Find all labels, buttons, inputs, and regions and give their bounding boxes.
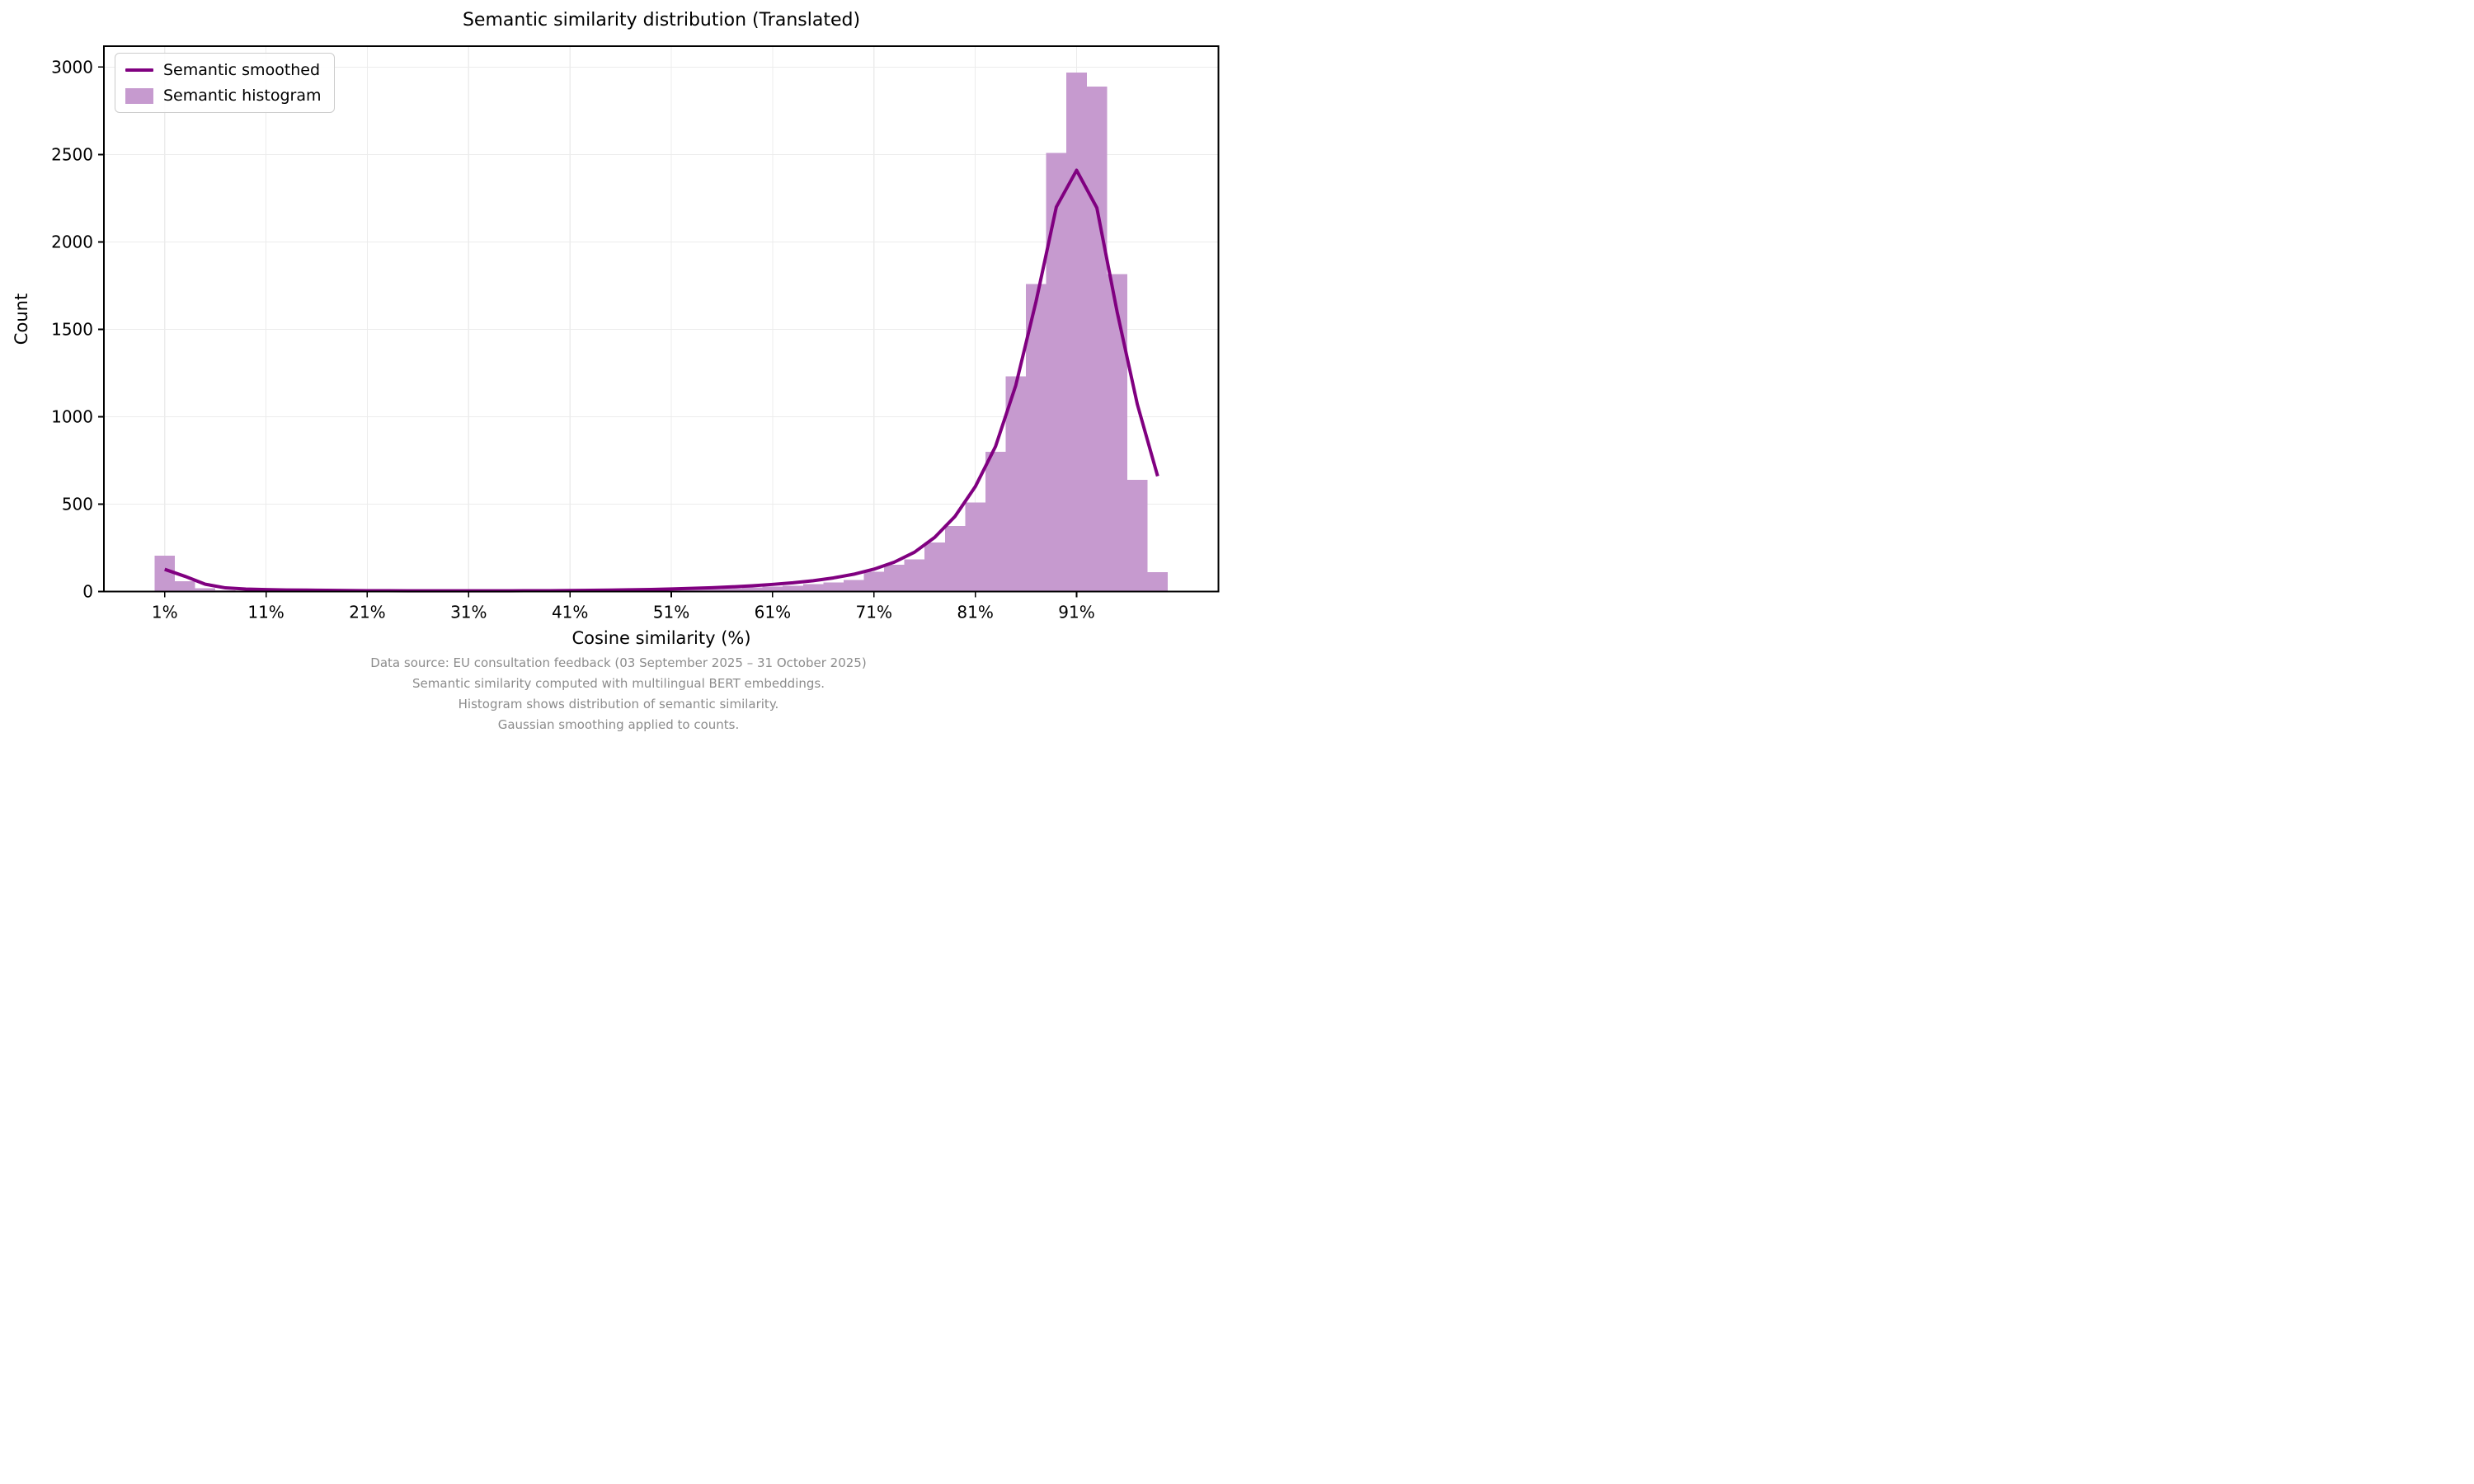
y-tick-label: 500 [62, 494, 93, 514]
y-tick-label: 2500 [51, 144, 93, 164]
histogram-bar [661, 589, 682, 592]
x-tick-label: 61% [755, 603, 791, 622]
legend-item-histogram: Semantic histogram [125, 87, 321, 105]
histogram-bar [884, 565, 905, 592]
figure: 1% 11% 21% 31% 41% 51% 61% 71% 81% 91% 0 500 1000 150… [0, 0, 1237, 742]
histogram-bar [701, 589, 722, 592]
footer-line-1: Data source: EU consultation feedback (0… [370, 655, 867, 670]
histogram-bar [924, 542, 945, 592]
footer-line-3: Histogram shows distribution of semantic… [458, 697, 779, 711]
histogram-bar [904, 559, 925, 592]
x-tick-label: 41% [552, 603, 588, 622]
y-tick-label: 1500 [51, 319, 93, 339]
histogram-bar [154, 556, 176, 592]
x-tick-label: 81% [957, 603, 993, 622]
histogram-bar [1107, 274, 1127, 592]
histogram-bar [944, 525, 966, 592]
histogram-bar [1046, 153, 1067, 592]
footer-line-4: Gaussian smoothing applied to counts. [497, 717, 740, 732]
histogram-bar [742, 587, 763, 592]
x-tick-label: 71% [856, 603, 892, 622]
histogram-bar [1147, 572, 1169, 592]
chart-title: Semantic similarity distribution (Transl… [462, 10, 861, 31]
y-axis-label: Count [12, 293, 31, 345]
histogram-bar [863, 571, 885, 592]
histogram-bar [175, 580, 195, 592]
x-axis: 1% 11% 21% 31% 41% 51% 61% 71% 81% 91% [152, 591, 1095, 622]
patch-swatch [125, 87, 153, 104]
y-axis: 0 500 1000 1500 2000 2500 3000 [51, 57, 104, 602]
histogram-bar [195, 588, 216, 592]
x-axis-label: Cosine similarity (%) [571, 628, 751, 648]
histogram-bar [681, 589, 702, 592]
y-tick-label: 1000 [51, 406, 93, 426]
legend-label-smoothed: Semantic smoothed [163, 61, 321, 79]
footer-notes: Data source: EU consultation feedback (0… [0, 653, 1237, 735]
histogram-bar [1005, 376, 1027, 592]
histogram-bar [783, 585, 803, 592]
line-swatch [125, 68, 153, 72]
x-tick-label: 51% [653, 603, 689, 622]
y-tick-label: 2000 [51, 232, 93, 251]
histogram-bar [762, 586, 783, 592]
histogram-bar [722, 588, 743, 592]
histogram-bar [843, 580, 864, 592]
histogram-bar [1066, 72, 1087, 592]
histogram-bar [965, 502, 985, 592]
histogram-bar [823, 582, 844, 592]
chart-canvas: 1% 11% 21% 31% 41% 51% 61% 71% 81% 91% 0 500 1000 150… [51, 45, 1220, 622]
x-tick-label: 31% [450, 603, 487, 622]
smoothed-line [164, 168, 1159, 593]
x-tick-label: 91% [1058, 603, 1094, 622]
y-tick-label: 3000 [51, 57, 93, 77]
y-tick-label: 0 [82, 582, 93, 602]
x-tick-label: 11% [247, 603, 284, 622]
plot-border [103, 45, 1220, 593]
legend-item-smoothed: Semantic smoothed [125, 61, 321, 79]
legend: Semantic smoothed Semantic histogram [115, 53, 336, 113]
footer-line-2: Semantic similarity computed with multil… [412, 676, 825, 691]
x-tick-label: 1% [152, 603, 178, 622]
histogram-bar [802, 584, 824, 592]
histogram-bar [1126, 479, 1148, 592]
histogram-bar [1086, 86, 1108, 592]
histogram-bar [985, 451, 1006, 592]
x-tick-label: 21% [349, 603, 385, 622]
legend-label-histogram: Semantic histogram [163, 87, 322, 105]
